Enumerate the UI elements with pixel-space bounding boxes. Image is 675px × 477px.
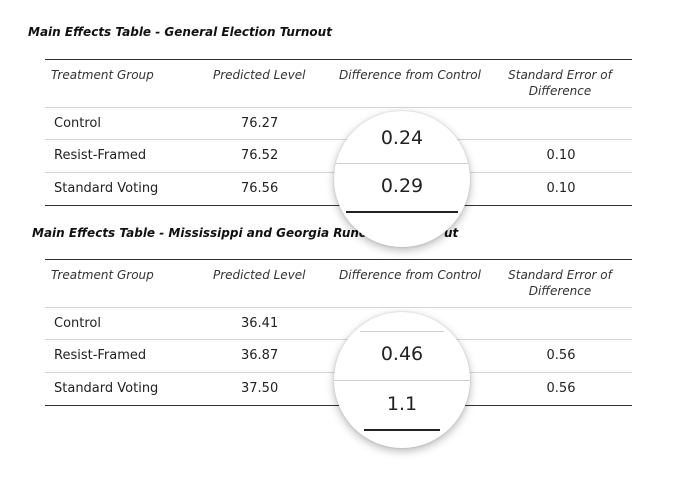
- header-treatment-group: Treatment Group: [51, 68, 154, 82]
- header-treatment-group: Treatment Group: [51, 268, 154, 282]
- cell-group: Control: [54, 116, 101, 131]
- table2: Treatment Group Predicted Level Differen…: [45, 259, 632, 407]
- cell-group: Resist-Framed: [54, 148, 147, 163]
- cell-predicted: 76.56: [241, 181, 279, 196]
- magnified-row-divider: [334, 163, 470, 164]
- magnified-difference-value: 0.24: [380, 127, 424, 149]
- cell-predicted: 36.87: [241, 348, 279, 363]
- header-difference: Difference from Control: [339, 268, 481, 282]
- table2-title-tail: ut: [444, 226, 459, 240]
- cell-predicted: 76.52: [241, 148, 279, 163]
- magnified-bottom-rule: [364, 429, 440, 431]
- header-standard-error: Standard Error of Difference: [508, 268, 612, 298]
- cell-predicted: 36.41: [241, 316, 279, 331]
- header-predicted-level: Predicted Level: [213, 268, 306, 282]
- cell-std-error: 0.10: [546, 148, 576, 163]
- magnified-row-divider: [334, 380, 470, 381]
- table-row: Resist-Framed 76.52 0.10: [45, 139, 632, 172]
- magnified-row-divider: [360, 331, 444, 332]
- magnifier-table2-difference: 0.46 1.1: [334, 312, 470, 448]
- magnified-difference-value: 0.29: [380, 175, 424, 197]
- table2-title: Main Effects Table - Mississippi and Geo…: [32, 226, 390, 240]
- magnifier-table1-difference: 0.24 0.29: [334, 111, 470, 247]
- cell-std-error: 0.56: [546, 381, 576, 396]
- magnified-difference-value: 0.46: [380, 343, 424, 365]
- magnified-bottom-rule: [346, 211, 458, 213]
- magnified-difference-value: 1.1: [386, 393, 418, 415]
- header-difference: Difference from Control: [339, 68, 481, 82]
- cell-group: Resist-Framed: [54, 348, 147, 363]
- cell-group: Standard Voting: [54, 181, 159, 196]
- table-top-rule: [45, 259, 632, 260]
- table2-title-text: Main Effects Table - Mississippi and Geo…: [32, 226, 390, 240]
- cell-predicted: 37.50: [241, 381, 279, 396]
- cell-std-error: 0.10: [546, 181, 576, 196]
- table-row: Resist-Framed 36.87 0.56: [45, 339, 632, 372]
- cell-std-error: 0.56: [546, 348, 576, 363]
- cell-group: Standard Voting: [54, 381, 159, 396]
- cell-group: Control: [54, 316, 101, 331]
- table-row: Control 76.27: [45, 107, 632, 140]
- table1-title: Main Effects Table - General Election Tu…: [28, 25, 332, 39]
- header-standard-error: Standard Error of Difference: [508, 68, 612, 98]
- header-predicted-level: Predicted Level: [213, 68, 306, 82]
- cell-predicted: 76.27: [241, 116, 279, 131]
- table-top-rule: [45, 59, 632, 60]
- table-row: Control 36.41: [45, 307, 632, 340]
